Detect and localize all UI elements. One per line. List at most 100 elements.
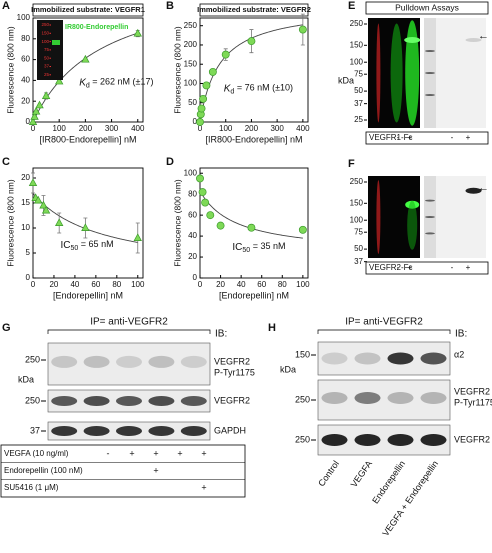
x-tick-label: 100: [296, 280, 310, 289]
title-box: [199, 3, 309, 17]
chart-title: Immobilized substrate: VEGFR2: [197, 5, 311, 14]
data-point: [55, 76, 64, 85]
annotation-subscript: 50: [71, 245, 79, 252]
blot-band: [51, 355, 78, 368]
panel-label: E: [348, 0, 355, 12]
ip-bracket: [47, 329, 211, 334]
membrane-blot: [436, 18, 486, 128]
x-tick-label: 60: [91, 280, 100, 289]
blot-target: GAPDH: [214, 425, 246, 435]
x-tick-label: 0: [198, 280, 203, 289]
lane-sign: -: [451, 263, 454, 272]
panel-label: F: [348, 158, 355, 170]
x-tick-label: 20: [49, 280, 58, 289]
unit-label: kDa: [18, 374, 34, 384]
data-point: [30, 112, 39, 120]
x-tick-label: 20: [216, 280, 225, 289]
lane-sign: +: [201, 482, 206, 492]
ladder-label: 150: [350, 198, 364, 207]
lane-sign: +: [153, 448, 158, 458]
y-tick-label: 0: [26, 117, 31, 126]
y-tick-label: 10: [21, 223, 30, 232]
y-tick-label: 80: [21, 34, 30, 43]
data-point: [198, 188, 207, 197]
panel-label: H: [268, 322, 276, 334]
blot-band: [180, 426, 207, 436]
blot-band: [376, 180, 381, 254]
data-point: [247, 223, 256, 232]
plot-frame: [199, 167, 309, 279]
ladder-label: 75: [354, 227, 363, 236]
lane-label: VEGFA: [349, 459, 374, 489]
blot-band: [51, 396, 78, 406]
inset-ladder-label: 75: [44, 47, 50, 52]
y-tick-label: 0: [26, 273, 31, 282]
blot-band: [148, 355, 175, 368]
ladder-label: 50: [354, 244, 363, 253]
mw-marker: 250: [25, 395, 40, 405]
bait-label: VEGFR1-Fc: [369, 133, 413, 142]
y-tick-label: 200: [184, 40, 198, 49]
inset-ladder-label: 150: [41, 30, 49, 35]
data-point: [201, 198, 210, 207]
data-point: [196, 118, 204, 126]
annotation: IC50 = 35 nM: [232, 242, 285, 254]
data-point: [34, 195, 43, 204]
ladder-label: 75: [354, 69, 363, 78]
mw-marker: 150: [295, 349, 310, 359]
lane-sign: +: [466, 133, 471, 142]
blot-band: [425, 72, 435, 74]
y-tick-label: 60: [21, 55, 30, 64]
plot-frame: [32, 167, 144, 279]
blot-band: [180, 355, 207, 368]
ladder-label: 37: [354, 257, 363, 266]
western-blot: [318, 380, 450, 420]
annotation: Kd = 76 nM (±10): [224, 83, 293, 95]
lane-sign: -: [397, 133, 400, 142]
x-tick-label: 40: [70, 280, 79, 289]
blot-band: [83, 355, 110, 368]
blot-band: [321, 434, 348, 446]
blot-frame: [317, 341, 451, 376]
blot-frame: [317, 424, 451, 456]
annotation-symbol: IC: [61, 240, 71, 251]
bait-box: [365, 261, 489, 275]
data-point: [196, 174, 204, 183]
inset-ladder-label: 37: [44, 64, 50, 69]
lane-sign: +: [177, 448, 182, 458]
inset-band: [52, 40, 60, 45]
unit-label: kDa: [280, 364, 296, 374]
blot-band: [354, 434, 381, 446]
x-tick-label: 300: [270, 124, 284, 133]
y-tick-label: 50: [188, 98, 197, 107]
data-point: [202, 81, 211, 90]
data-point: [35, 100, 44, 109]
blot-frame: [47, 389, 211, 413]
y-axis-label: Fluorescence (800 nm): [5, 179, 15, 267]
blot-band: [51, 426, 78, 436]
ladder-label: 100: [350, 215, 364, 224]
x-tick-label: 300: [105, 124, 119, 133]
blot-target: VEGFR2: [214, 395, 250, 405]
ladder-label: 250: [350, 177, 364, 186]
y-tick-label: 100: [184, 168, 198, 177]
annotation-text: = 35 nM: [250, 242, 285, 252]
y-tick-label: 250: [184, 21, 198, 30]
mw-marker: 250: [295, 394, 310, 404]
y-tick-label: 5: [26, 248, 31, 257]
blot-target: P-Tyr1175: [454, 397, 492, 407]
y-axis-label: Fluorescence (800 nm): [172, 179, 182, 267]
treatment-name: Endorepellin (100 nM): [4, 466, 83, 475]
data-point: [221, 50, 230, 59]
y-tick-label: 40: [188, 231, 197, 240]
panel-label: A: [2, 0, 10, 12]
western-blot: [48, 343, 210, 385]
data-point: [31, 106, 41, 115]
lane-sign: -: [451, 133, 454, 142]
data-point: [41, 91, 51, 99]
blot-band: [420, 352, 447, 365]
data-point: [41, 205, 51, 214]
blot-band: [354, 352, 381, 365]
blot-frame: [47, 421, 211, 441]
inset-ladder-label: 50: [44, 55, 50, 60]
